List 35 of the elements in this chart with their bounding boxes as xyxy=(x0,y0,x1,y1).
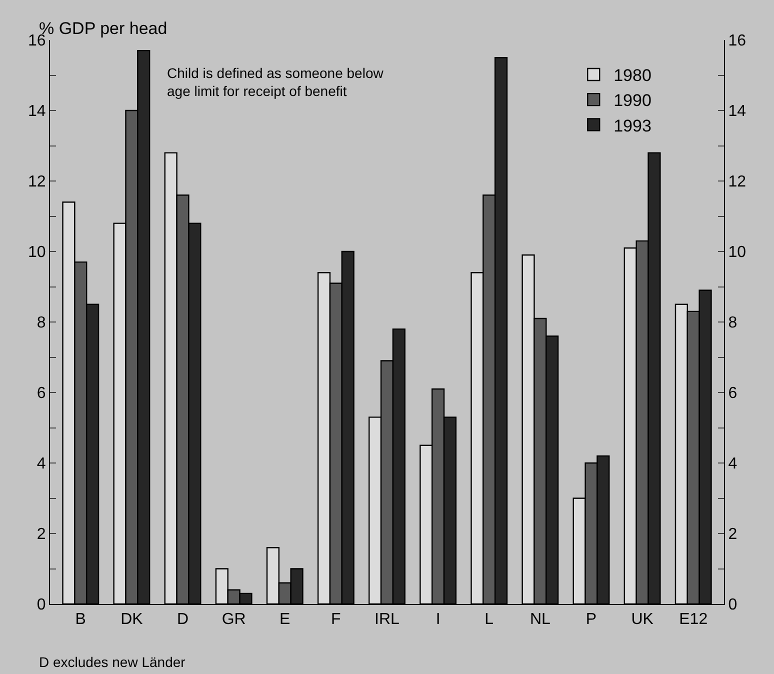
annotation: Child is defined as someone below age limit for receipt of benefit xyxy=(167,65,384,100)
y2-tick-label: 2 xyxy=(728,526,738,544)
x-tick-label: I xyxy=(436,611,440,628)
x-tick-label: E xyxy=(280,611,290,628)
x-tick-label: GR xyxy=(222,611,246,628)
x-tick-label: NL xyxy=(530,611,551,628)
legend-label: 1980 xyxy=(614,66,652,86)
y-tick-label: 12 xyxy=(28,174,46,191)
x-tick-label: D xyxy=(176,611,189,628)
x-tick-label: F xyxy=(331,611,342,628)
y-tick-label: 10 xyxy=(28,244,46,262)
y-tick-label: 0 xyxy=(36,596,46,614)
text: D excludes new Länder xyxy=(39,654,186,670)
x-tick-label: B xyxy=(75,611,86,628)
y2-tick-label: 16 xyxy=(728,32,746,50)
x-tick-label: IRL xyxy=(374,611,400,628)
legend-label: 1990 xyxy=(614,91,652,110)
y2-tick-label: 12 xyxy=(728,174,746,191)
x-tick-label: P xyxy=(586,611,597,628)
y2-tick-label: 4 xyxy=(728,456,738,473)
x-tick-label: DK xyxy=(120,611,144,628)
y-tick-label: 2 xyxy=(36,526,46,544)
x-tick-label: E12 xyxy=(679,611,708,628)
y-tick-label: 14 xyxy=(28,103,46,120)
y-tick-label: 4 xyxy=(36,456,46,473)
y-tick-label: 6 xyxy=(36,385,46,402)
x-tick-label: UK xyxy=(631,611,654,628)
x-tick-label: L xyxy=(484,611,494,628)
y2-tick-label: 14 xyxy=(728,103,746,120)
y2-tick-label: 6 xyxy=(728,385,738,402)
y-tick-label: 8 xyxy=(36,314,46,332)
legend-label: 1993 xyxy=(614,116,652,136)
y2-tick-label: 10 xyxy=(728,244,746,262)
y2-tick-label: 8 xyxy=(728,314,738,332)
y2-tick-label: 0 xyxy=(728,596,738,614)
